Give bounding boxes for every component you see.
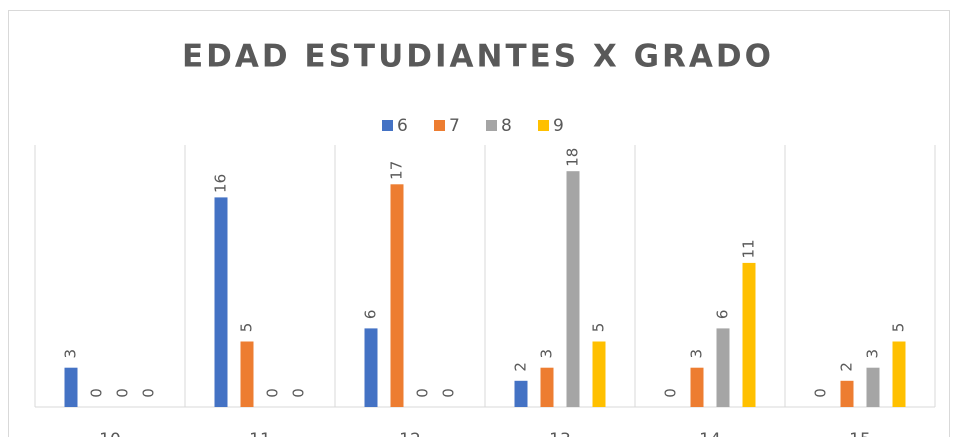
bar	[866, 367, 880, 407]
data-label: 5	[890, 323, 908, 333]
data-label: 3	[688, 349, 706, 359]
x-tick-label: 12	[399, 430, 421, 437]
bar	[566, 171, 580, 407]
data-label: 0	[662, 388, 680, 398]
x-tick-label: 14	[699, 430, 721, 437]
bar	[214, 197, 228, 407]
legend-swatch	[434, 120, 445, 131]
chart-title: EDAD ESTUDIANTES X GRADO	[182, 39, 774, 75]
legend-label: 7	[449, 116, 460, 136]
data-label: 3	[62, 349, 80, 359]
legend: 6 7 8 9	[382, 116, 564, 136]
data-label: 0	[264, 388, 282, 398]
x-tick-label: 13	[549, 430, 571, 437]
bar	[514, 380, 528, 407]
legend-label: 8	[501, 116, 512, 136]
legend-swatch	[538, 120, 549, 131]
data-label: 11	[740, 239, 758, 258]
bar	[364, 328, 378, 407]
data-label: 0	[290, 388, 308, 398]
data-label: 5	[590, 323, 608, 333]
legend-label: 6	[397, 116, 408, 136]
bar	[716, 328, 730, 407]
x-tick-label: 11	[249, 430, 271, 437]
data-label: 6	[714, 310, 732, 320]
data-label: 6	[362, 310, 380, 320]
data-label: 0	[140, 388, 158, 398]
legend-swatch	[486, 120, 497, 131]
legend-label: 9	[553, 116, 564, 136]
data-label: 17	[388, 161, 406, 180]
legend-swatch	[382, 120, 393, 131]
bar	[690, 367, 704, 407]
bar	[540, 367, 554, 407]
data-label: 0	[440, 388, 458, 398]
data-label: 2	[838, 362, 856, 372]
data-label: 2	[512, 362, 530, 372]
bar	[390, 184, 404, 407]
data-label: 5	[238, 323, 256, 333]
bar	[840, 380, 854, 407]
bar	[892, 341, 906, 407]
data-label: 0	[88, 388, 106, 398]
data-label: 16	[212, 174, 230, 193]
data-label: 0	[414, 388, 432, 398]
bar	[742, 262, 756, 407]
x-tick-label: 15	[849, 430, 871, 437]
chart-border	[8, 10, 950, 437]
data-label: 3	[538, 349, 556, 359]
data-label: 18	[564, 148, 582, 167]
data-label: 0	[114, 388, 132, 398]
bar	[240, 341, 254, 407]
data-label: 0	[812, 388, 830, 398]
x-tick-label: 10	[99, 430, 121, 437]
bar	[64, 367, 78, 407]
bar	[592, 341, 606, 407]
data-label: 3	[864, 349, 882, 359]
